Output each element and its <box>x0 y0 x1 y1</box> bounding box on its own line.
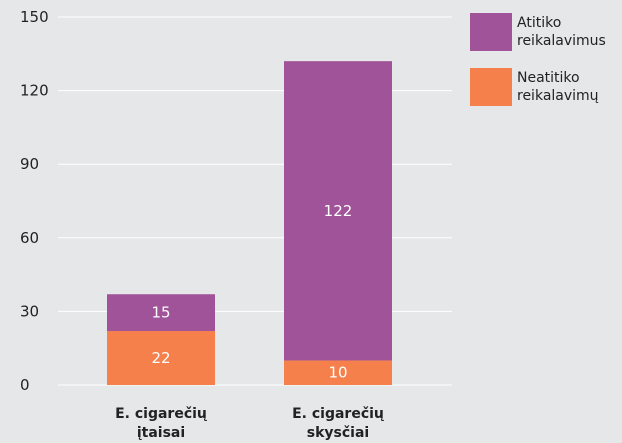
legend-label: reikalavimų <box>517 88 599 104</box>
bar-segment <box>284 360 392 385</box>
x-category-label: E. cigarečių <box>292 406 385 422</box>
y-axis: 0 30 60 90 120 150 <box>20 8 49 394</box>
y-tick-label: 90 <box>20 155 39 173</box>
legend-swatch <box>470 68 512 106</box>
y-tick-label: 30 <box>20 302 39 320</box>
y-tick-label: 0 <box>20 376 30 394</box>
bar-segment <box>107 294 215 332</box>
x-axis: E. cigarečių įtaisai E. cigarečių skysčiai <box>115 406 385 441</box>
data-label: 122 <box>324 202 353 220</box>
bars: 22 15 10 122 <box>107 61 392 385</box>
legend-label: reikalavimus <box>517 33 606 49</box>
legend-swatch <box>470 13 512 51</box>
x-category-label: įtaisai <box>137 425 185 441</box>
y-tick-label: 60 <box>20 229 39 247</box>
y-tick-label: 120 <box>20 82 49 100</box>
y-tick-label: 150 <box>20 8 49 26</box>
legend-label: Neatitiko <box>517 70 580 86</box>
x-category-label: skysčiai <box>307 425 369 441</box>
legend: Atitiko reikalavimus Neatitiko reikalavimų <box>470 13 606 106</box>
bar-segment <box>284 61 392 361</box>
data-label: 10 <box>328 364 347 382</box>
data-label: 22 <box>151 349 170 367</box>
legend-label: Atitiko <box>517 15 561 31</box>
data-label: 15 <box>151 304 170 322</box>
bar-segment <box>107 331 215 385</box>
x-category-label: E. cigarečių <box>115 406 208 422</box>
